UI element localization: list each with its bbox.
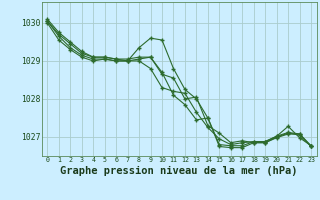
X-axis label: Graphe pression niveau de la mer (hPa): Graphe pression niveau de la mer (hPa) bbox=[60, 166, 298, 176]
